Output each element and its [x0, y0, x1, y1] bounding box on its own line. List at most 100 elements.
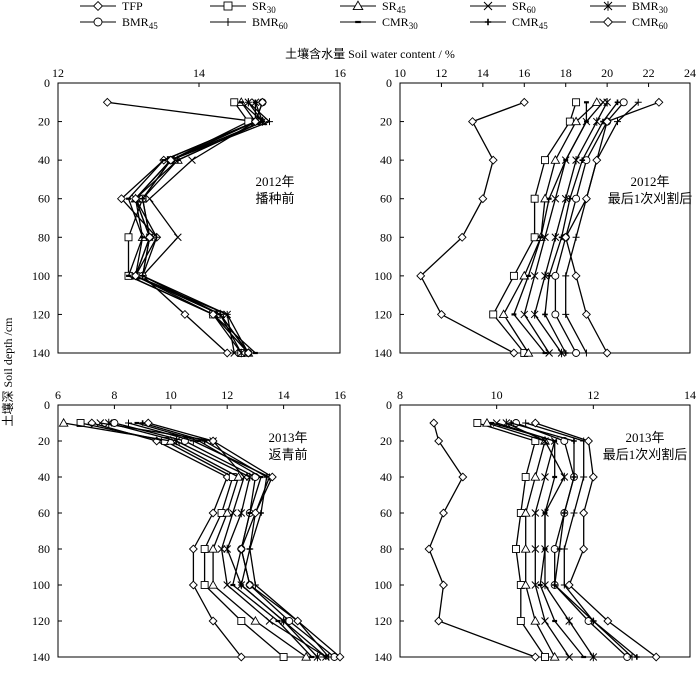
data-point	[230, 98, 239, 107]
data-point	[512, 545, 520, 553]
series-tfp	[424, 418, 540, 662]
series-line	[513, 102, 588, 354]
legend-label: SR30	[252, 0, 276, 15]
data-point	[581, 194, 591, 204]
data-point	[301, 651, 312, 661]
data-point	[541, 233, 549, 242]
legend-marker	[224, 18, 232, 26]
data-point	[551, 271, 560, 280]
legend-marker	[93, 17, 103, 27]
series-line	[136, 422, 313, 658]
panel-annotation: 2013年	[625, 430, 664, 445]
data-point	[488, 155, 498, 165]
data-point	[530, 652, 540, 662]
data-point	[439, 580, 448, 590]
series-sr45	[482, 417, 560, 661]
data-point	[579, 544, 589, 554]
series-bmr30	[530, 98, 611, 358]
data-point	[180, 309, 190, 319]
x-tick-label: 14	[193, 66, 205, 80]
data-point	[173, 233, 182, 242]
data-point	[279, 653, 288, 661]
data-point	[208, 616, 218, 626]
data-point	[588, 472, 598, 482]
data-point	[267, 472, 277, 482]
y-tick-label: 0	[44, 398, 50, 412]
y-tick-label: 20	[38, 434, 50, 448]
legend-label: TFP	[122, 0, 143, 13]
data-point	[589, 652, 598, 662]
series-line	[141, 102, 264, 354]
y-tick-label: 140	[374, 650, 392, 664]
legend-item-bmr60: BMR60	[210, 15, 288, 31]
data-point	[572, 349, 581, 357]
data-point	[429, 418, 439, 428]
y-tick-label: 40	[38, 153, 50, 167]
x-tick-label: 22	[643, 66, 655, 80]
x-tick-label: 12	[221, 388, 233, 402]
data-point	[530, 272, 539, 280]
data-point	[582, 349, 590, 357]
y-tick-label: 40	[380, 153, 392, 167]
data-point	[208, 579, 219, 589]
y-tick-label: 120	[374, 614, 392, 628]
data-point	[530, 418, 540, 428]
y-tick-label: 40	[380, 470, 392, 484]
data-point	[565, 653, 574, 661]
data-point	[434, 436, 444, 446]
series-bmr45	[551, 98, 628, 357]
series-line	[544, 101, 619, 354]
data-point	[236, 652, 246, 662]
data-point	[572, 233, 580, 241]
data-point	[110, 419, 119, 427]
data-point	[217, 545, 226, 553]
data-point	[614, 118, 621, 126]
x-tick-label: 10	[491, 388, 503, 402]
data-point	[571, 438, 577, 444]
series-bmr45	[138, 98, 267, 357]
data-point	[634, 654, 640, 660]
legend-marker	[483, 1, 493, 11]
data-point	[654, 97, 664, 107]
data-point	[265, 617, 274, 625]
series-cmr45	[139, 99, 266, 356]
data-point	[124, 233, 133, 242]
legend-item-tfp: TFP	[80, 0, 143, 13]
series-cmr60	[561, 97, 664, 358]
data-point	[250, 117, 260, 127]
data-point	[457, 232, 467, 242]
data-point	[551, 582, 558, 588]
series-sr30	[489, 98, 581, 357]
y-tick-label: 120	[32, 614, 50, 628]
series-line	[533, 101, 608, 354]
data-point	[188, 580, 198, 590]
panel-annotation: 播种前	[255, 191, 294, 206]
legend-item-sr45: SR45	[340, 0, 406, 15]
data-point	[579, 508, 589, 518]
data-point	[482, 417, 492, 427]
data-point	[139, 195, 146, 202]
x-tick-label: 16	[334, 66, 346, 80]
series-cmr30	[489, 421, 587, 659]
data-point	[564, 580, 574, 590]
data-point	[208, 543, 219, 553]
data-point	[520, 507, 531, 517]
data-point	[217, 311, 223, 318]
data-point	[571, 474, 577, 480]
series-line	[134, 101, 271, 354]
data-point	[436, 309, 446, 319]
y-tick-label: 100	[374, 269, 392, 283]
x-tick-label: 6	[55, 388, 61, 402]
data-point	[651, 652, 661, 662]
data-point	[208, 508, 218, 518]
data-point	[125, 419, 132, 427]
x-tick-label: 10	[165, 388, 177, 402]
data-point	[562, 272, 570, 280]
series-bmr60	[562, 98, 642, 357]
data-point	[250, 615, 261, 625]
series-line	[100, 422, 327, 658]
series-sr30	[473, 419, 549, 661]
data-point	[237, 617, 246, 625]
